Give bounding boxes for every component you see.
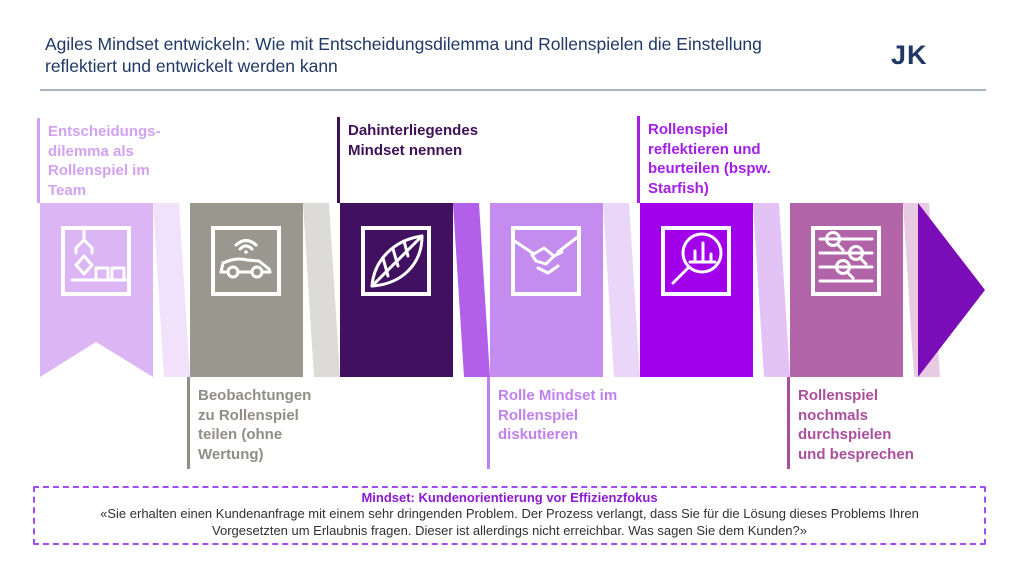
step-label-3: Dahinterliegendes Mindset nennen bbox=[348, 122, 479, 159]
mindset-box-title: Mindset: Kundenorientierung vor Effizien… bbox=[361, 490, 658, 505]
step-banner-4 bbox=[490, 203, 603, 377]
step-banner-5 bbox=[640, 203, 753, 377]
label-accent-line bbox=[487, 377, 490, 469]
label-accent-line bbox=[337, 117, 340, 203]
connector-ribbon bbox=[603, 203, 640, 377]
step-banner-6 bbox=[790, 203, 903, 377]
step-banner-1 bbox=[40, 203, 153, 377]
crane-claw-icon bbox=[61, 226, 131, 296]
title-divider bbox=[40, 89, 986, 91]
filter-sliders-icon bbox=[811, 226, 881, 296]
connector-ribbon bbox=[303, 203, 340, 377]
step-banner-3 bbox=[340, 203, 453, 377]
step-banner-2 bbox=[190, 203, 303, 377]
label-accent-line bbox=[187, 377, 190, 469]
connected-car-icon bbox=[211, 226, 281, 296]
slide-title: Agiles Mindset entwickeln: Wie mit Entsc… bbox=[45, 34, 762, 76]
connector-ribbon bbox=[453, 203, 490, 377]
step-label-2: Beobachtungen zu Rollenspiel teilen (ohn… bbox=[198, 387, 312, 463]
connector-ribbon bbox=[153, 203, 190, 377]
step-label-6: Rollenspiel nochmals durchspielen und be… bbox=[798, 387, 914, 463]
mindset-scenario-box: Mindset: Kundenorientierung vor Effizien… bbox=[33, 486, 986, 545]
leaf-icon bbox=[361, 226, 431, 296]
label-accent-line bbox=[37, 118, 40, 203]
connector-ribbon bbox=[753, 203, 790, 377]
label-accent-line bbox=[637, 116, 640, 203]
handshake-icon bbox=[511, 226, 581, 296]
jk-logo: JK bbox=[891, 40, 928, 70]
step-label-1: Entscheidungs- dilemma als Rollenspiel i… bbox=[48, 123, 161, 199]
label-accent-line bbox=[787, 377, 790, 469]
mindset-box-body: «Sie erhalten einen Kundenanfrage mit ei… bbox=[100, 506, 919, 538]
step-label-4: Rolle Mindset im Rollenspiel diskutieren bbox=[498, 387, 618, 443]
analysis-magnifier-icon bbox=[661, 226, 731, 296]
step-label-5: Rollenspiel reflektieren und beurteilen … bbox=[648, 121, 771, 197]
flow-end-arrow bbox=[918, 203, 985, 377]
